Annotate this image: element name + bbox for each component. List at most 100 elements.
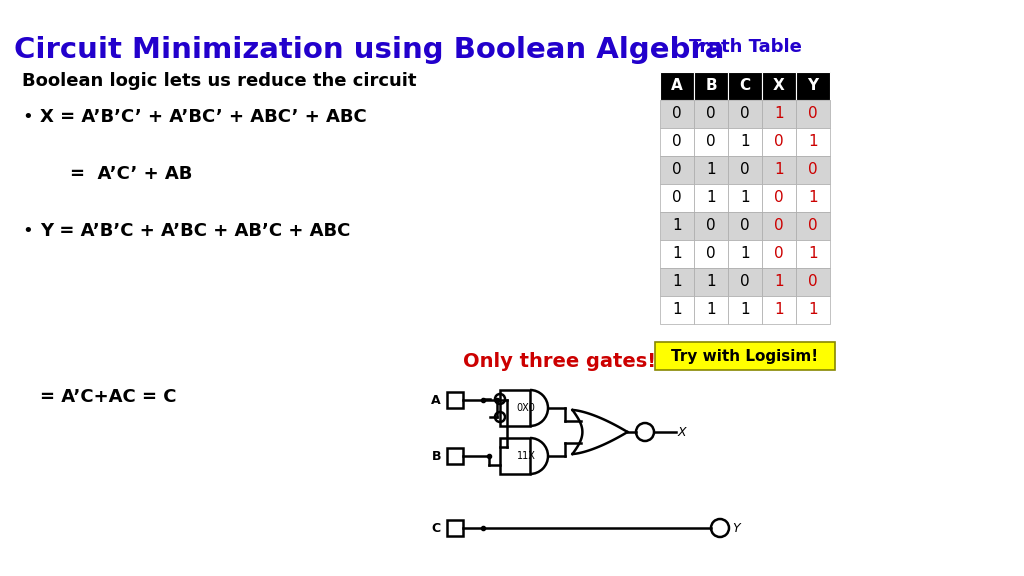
Bar xyxy=(660,156,694,184)
Bar xyxy=(728,128,762,156)
Text: 0: 0 xyxy=(707,135,716,150)
Text: B: B xyxy=(706,78,717,93)
Text: Boolean logic lets us reduce the circuit: Boolean logic lets us reduce the circuit xyxy=(22,72,417,90)
Text: 1: 1 xyxy=(740,247,750,262)
Bar xyxy=(762,156,796,184)
Text: 0: 0 xyxy=(808,218,818,233)
Text: 1: 1 xyxy=(707,162,716,177)
Bar xyxy=(694,184,728,212)
Text: Circuit Minimization using Boolean Algebra: Circuit Minimization using Boolean Algeb… xyxy=(14,36,724,64)
Bar xyxy=(694,128,728,156)
Bar xyxy=(728,100,762,128)
Bar xyxy=(694,156,728,184)
Bar xyxy=(447,392,463,408)
Bar xyxy=(660,184,694,212)
Text: 1: 1 xyxy=(672,275,682,290)
Bar xyxy=(796,296,830,324)
Bar xyxy=(728,240,762,268)
Bar xyxy=(762,296,796,324)
Text: 11X: 11X xyxy=(516,451,536,461)
Text: 0: 0 xyxy=(808,107,818,122)
Bar xyxy=(694,240,728,268)
Bar xyxy=(660,212,694,240)
Text: 0: 0 xyxy=(740,162,750,177)
Bar xyxy=(796,72,830,100)
Bar xyxy=(694,212,728,240)
Text: 0: 0 xyxy=(672,191,682,206)
Bar xyxy=(660,100,694,128)
Bar xyxy=(694,100,728,128)
Bar xyxy=(728,296,762,324)
Bar xyxy=(762,72,796,100)
Text: 0: 0 xyxy=(740,275,750,290)
Bar xyxy=(728,72,762,100)
Text: 1: 1 xyxy=(774,302,783,317)
Bar xyxy=(694,296,728,324)
Text: 0: 0 xyxy=(740,107,750,122)
Bar xyxy=(762,268,796,296)
Text: 1: 1 xyxy=(808,302,818,317)
Text: 0: 0 xyxy=(707,107,716,122)
Text: C: C xyxy=(432,521,441,535)
Text: 0: 0 xyxy=(707,247,716,262)
Bar xyxy=(660,72,694,100)
Bar xyxy=(728,184,762,212)
Text: 0: 0 xyxy=(672,107,682,122)
Text: 1: 1 xyxy=(808,247,818,262)
Bar xyxy=(796,156,830,184)
Text: 0: 0 xyxy=(672,135,682,150)
Text: 1: 1 xyxy=(808,191,818,206)
Text: 0: 0 xyxy=(740,218,750,233)
Text: C: C xyxy=(739,78,751,93)
Text: 1: 1 xyxy=(740,191,750,206)
Text: X = A’B’C’ + A’BC’ + ABC’ + ABC: X = A’B’C’ + A’BC’ + ABC’ + ABC xyxy=(40,108,367,126)
Bar xyxy=(796,212,830,240)
Text: 0: 0 xyxy=(774,191,783,206)
Text: 1: 1 xyxy=(672,302,682,317)
Text: A: A xyxy=(671,78,683,93)
Text: 0X0: 0X0 xyxy=(516,403,536,413)
Text: 1: 1 xyxy=(740,302,750,317)
Text: 1: 1 xyxy=(707,302,716,317)
Bar xyxy=(796,184,830,212)
Bar xyxy=(762,184,796,212)
Text: 0: 0 xyxy=(774,218,783,233)
Text: = A’C+AC = C: = A’C+AC = C xyxy=(40,388,176,406)
Text: Y: Y xyxy=(732,521,739,535)
Text: Only three gates!: Only three gates! xyxy=(464,352,656,371)
Text: 1: 1 xyxy=(774,107,783,122)
Bar xyxy=(694,72,728,100)
Text: =  A’C’ + AB: = A’C’ + AB xyxy=(70,165,193,183)
Text: 1: 1 xyxy=(740,135,750,150)
Text: Y: Y xyxy=(808,78,818,93)
Text: •: • xyxy=(22,108,33,126)
Text: 1: 1 xyxy=(707,191,716,206)
Text: 0: 0 xyxy=(707,218,716,233)
Bar xyxy=(660,128,694,156)
Bar xyxy=(796,268,830,296)
Text: 1: 1 xyxy=(707,275,716,290)
Text: 0: 0 xyxy=(774,135,783,150)
Text: Try with Logisim!: Try with Logisim! xyxy=(672,348,818,363)
Text: 0: 0 xyxy=(808,162,818,177)
Bar xyxy=(447,520,463,536)
Text: 0: 0 xyxy=(672,162,682,177)
Text: Truth Table: Truth Table xyxy=(688,38,802,56)
Text: 1: 1 xyxy=(774,275,783,290)
Bar xyxy=(796,128,830,156)
Text: 0: 0 xyxy=(774,247,783,262)
Text: Y = A’B’C + A’BC + AB’C + ABC: Y = A’B’C + A’BC + AB’C + ABC xyxy=(40,222,350,240)
Text: X: X xyxy=(773,78,784,93)
Bar xyxy=(655,342,835,370)
Text: A: A xyxy=(431,393,441,407)
Bar xyxy=(728,268,762,296)
Text: •: • xyxy=(22,222,33,240)
Bar xyxy=(762,100,796,128)
Text: 1: 1 xyxy=(808,135,818,150)
Bar xyxy=(796,100,830,128)
Text: B: B xyxy=(431,449,441,463)
Bar xyxy=(694,268,728,296)
Text: 0: 0 xyxy=(808,275,818,290)
Bar xyxy=(447,448,463,464)
Bar xyxy=(762,212,796,240)
